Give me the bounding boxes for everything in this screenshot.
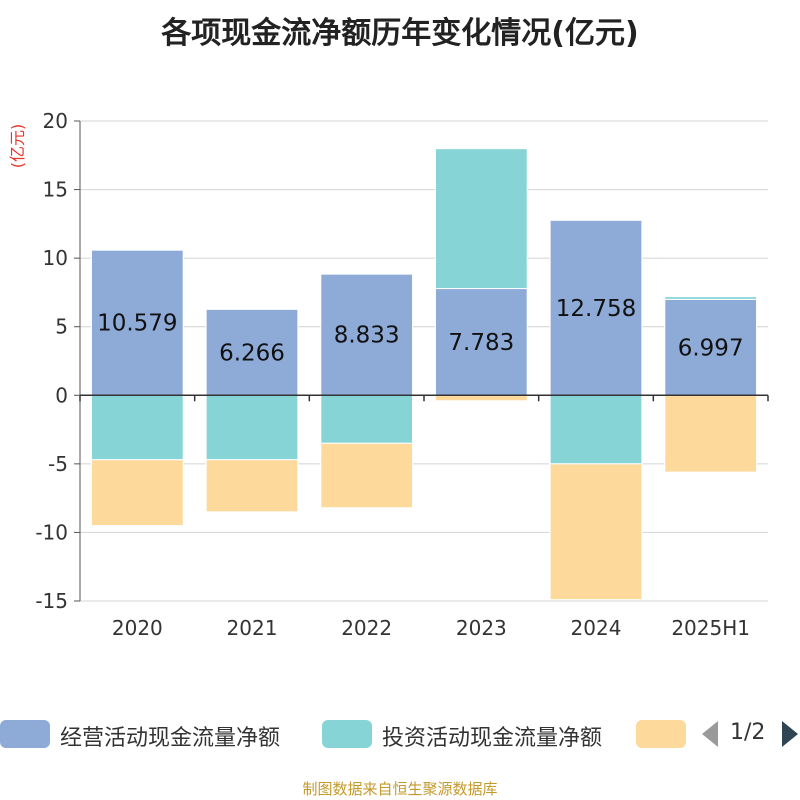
legend-label-operating: 经营活动现金流量净额 bbox=[60, 726, 281, 751]
legend-swatch-investing bbox=[322, 720, 372, 748]
chart-title: 各项现金流净额历年变化情况(亿元) bbox=[161, 16, 639, 51]
x-tick-label: 2020 bbox=[112, 616, 163, 640]
data-label: 7.783 bbox=[448, 330, 514, 356]
data-label: 12.758 bbox=[556, 296, 636, 322]
data-label: 6.266 bbox=[219, 340, 285, 366]
y-tick-label: 10 bbox=[43, 246, 68, 270]
bar-series-1 bbox=[205, 394, 299, 461]
x-tick-label: 2024 bbox=[571, 616, 622, 640]
data-label: 6.997 bbox=[678, 335, 744, 361]
bar-series-0 bbox=[434, 288, 528, 396]
x-tick-label: 2022 bbox=[341, 616, 392, 640]
stacked-bar-chart: 20 15 10 5 0 -5 -10 -15 (亿元) 10.579 6.266 8.833 7.78… bbox=[8, 109, 769, 640]
triangle-left-icon[interactable] bbox=[702, 721, 718, 747]
x-tick-label: 2023 bbox=[456, 616, 507, 640]
bar-series-1 bbox=[549, 394, 643, 465]
bar-series-1 bbox=[664, 296, 758, 300]
legend-swatch-operating bbox=[0, 720, 50, 748]
y-tick-label: 0 bbox=[55, 383, 68, 407]
data-label: 8.833 bbox=[334, 323, 400, 349]
x-tick-label: 2021 bbox=[227, 616, 278, 640]
legend-pager: 1/2 bbox=[730, 720, 766, 745]
bar-series-1 bbox=[90, 394, 184, 461]
source-note: 制图数据来自恒生聚源数据库 bbox=[302, 780, 498, 798]
triangle-right-icon[interactable] bbox=[782, 721, 798, 747]
x-tick-label: 2025H1 bbox=[671, 616, 750, 640]
y-tick-label: -10 bbox=[35, 520, 68, 544]
bar-series-2 bbox=[90, 459, 184, 527]
legend-swatch-financing bbox=[636, 720, 686, 748]
bar-series-2 bbox=[205, 459, 299, 513]
y-tick-label: 15 bbox=[43, 178, 68, 202]
bar-series-0 bbox=[664, 298, 758, 396]
bar-series-1 bbox=[320, 394, 414, 444]
bar-series-1 bbox=[434, 148, 528, 290]
y-tick-label: 5 bbox=[55, 315, 68, 339]
y-tick-label: -5 bbox=[48, 452, 68, 476]
y-tick-label: 20 bbox=[43, 109, 68, 133]
legend-label-investing: 投资活动现金流量净额 bbox=[382, 726, 603, 751]
bar-series-2 bbox=[549, 463, 643, 601]
bar-series-0 bbox=[90, 249, 184, 396]
y-tick-label: -15 bbox=[35, 589, 68, 613]
bar-series-2 bbox=[664, 394, 758, 473]
y-axis-label: (亿元) bbox=[8, 124, 27, 169]
data-label: 10.579 bbox=[97, 311, 177, 337]
bar-series-0 bbox=[205, 308, 299, 396]
bar-series-0 bbox=[320, 273, 414, 396]
bar-series-2 bbox=[434, 394, 528, 402]
bar-series-0 bbox=[549, 219, 643, 396]
bar-series-2 bbox=[320, 442, 414, 509]
